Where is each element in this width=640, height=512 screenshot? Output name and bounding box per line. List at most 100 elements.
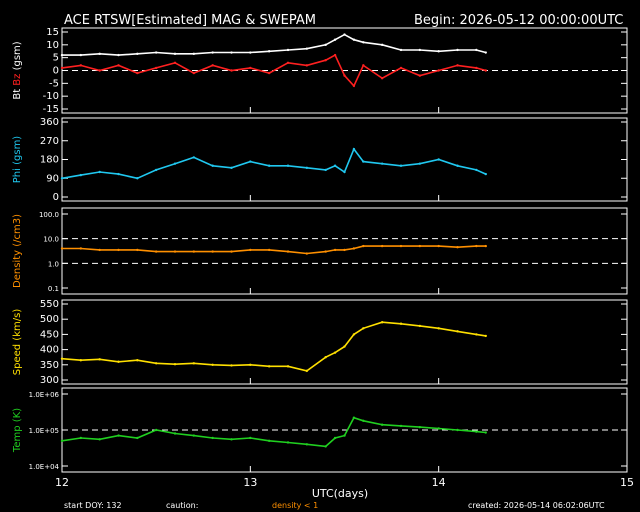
data-point (418, 162, 422, 165)
data-point (333, 38, 337, 41)
data-point (324, 168, 327, 172)
data-point (437, 158, 440, 161)
data-point (230, 166, 233, 170)
data-point (249, 160, 252, 163)
y-tick-label: 0 (53, 66, 59, 77)
data-point (192, 250, 196, 253)
panel-frame (61, 117, 628, 202)
series-line-phi-0 (61, 147, 487, 180)
data-point (79, 436, 83, 440)
data-point (136, 248, 139, 252)
data-point (267, 439, 271, 443)
data-point (418, 74, 422, 77)
chart-title: ACE RTSW[Estimated] MAG & SWEPAM (64, 13, 316, 28)
data-point (211, 436, 214, 440)
data-point (333, 248, 337, 252)
data-point (484, 51, 487, 54)
y-tick-label: 10.0 (43, 236, 59, 244)
data-point (305, 64, 309, 67)
data-point (380, 423, 384, 426)
data-point (399, 48, 403, 52)
data-point (79, 173, 83, 177)
data-point (352, 247, 356, 250)
data-point (230, 51, 233, 54)
data-point (249, 436, 252, 440)
y-tick-label: 1.0E+05 (29, 427, 59, 435)
data-point (456, 428, 459, 432)
panel-bt-bz: 15 10 5 0-5 -10 -15 Bt Bz (gsm) (12, 27, 628, 115)
y-tick-label: 90 (46, 173, 59, 184)
data-point (173, 52, 177, 56)
data-point (211, 164, 214, 167)
data-point (154, 250, 158, 253)
data-point (456, 48, 459, 52)
data-point (173, 61, 177, 64)
data-point (154, 362, 158, 365)
data-point (380, 77, 384, 80)
data-point (437, 427, 440, 430)
data-point (249, 66, 252, 70)
data-point (399, 164, 403, 167)
data-point (286, 164, 290, 167)
data-point (352, 333, 356, 336)
data-point (343, 170, 346, 174)
data-point (286, 48, 290, 52)
data-point (154, 428, 158, 432)
data-point (456, 164, 459, 167)
data-point (267, 164, 271, 167)
panel-frame (61, 207, 628, 295)
data-point (418, 425, 422, 429)
data-point (173, 362, 177, 366)
data-point (399, 66, 403, 70)
data-point (362, 64, 365, 67)
data-point (484, 69, 487, 72)
data-point (437, 69, 440, 72)
y-tick-label: 360 (40, 117, 59, 128)
x-tick-label: 13 (243, 476, 257, 489)
data-point (343, 33, 346, 36)
data-point (380, 244, 384, 248)
panel-temp: 1.0E+06 1.0E+05 1.0E+04 Temp (K) (12, 387, 628, 473)
data-point (267, 248, 271, 252)
data-point (399, 244, 403, 248)
data-point (98, 438, 101, 441)
data-point (324, 59, 327, 62)
data-point (117, 360, 120, 363)
data-point (475, 333, 478, 336)
data-point (475, 48, 478, 52)
data-point (60, 247, 64, 250)
data-point (418, 324, 422, 328)
data-point (352, 147, 356, 151)
data-point (343, 434, 346, 437)
y-tick-label: 5 (53, 53, 59, 64)
data-point (79, 64, 83, 67)
y-tick-label: 10 (46, 40, 59, 51)
caution-text: density < 1 (272, 501, 318, 510)
data-point (267, 71, 271, 75)
data-point (305, 369, 309, 373)
data-point (437, 327, 440, 330)
y-tick-label: 300 (40, 375, 59, 386)
data-point (192, 156, 196, 159)
data-point (117, 172, 120, 176)
y-axis-label: Speed (km/s) (12, 309, 23, 376)
series-line-bt-bz-0 (62, 33, 487, 56)
data-point (362, 160, 365, 163)
data-point (211, 51, 214, 54)
data-point (475, 244, 478, 248)
y-tick-label: 1.0 (48, 260, 59, 268)
data-point (98, 170, 101, 174)
y-tick-label: 180 (40, 155, 59, 166)
data-point (484, 334, 487, 338)
data-point (286, 365, 290, 368)
data-point (484, 244, 487, 248)
data-point (154, 51, 158, 54)
data-point (380, 321, 384, 324)
y-tick-label: 500 (40, 314, 59, 325)
data-point (362, 41, 365, 44)
data-point (211, 250, 214, 253)
y-tick-label: 270 (40, 136, 59, 147)
y-tick-label: -10 (43, 91, 59, 102)
data-point (324, 250, 327, 253)
y-tick-label: 1.0E+06 (29, 391, 60, 399)
